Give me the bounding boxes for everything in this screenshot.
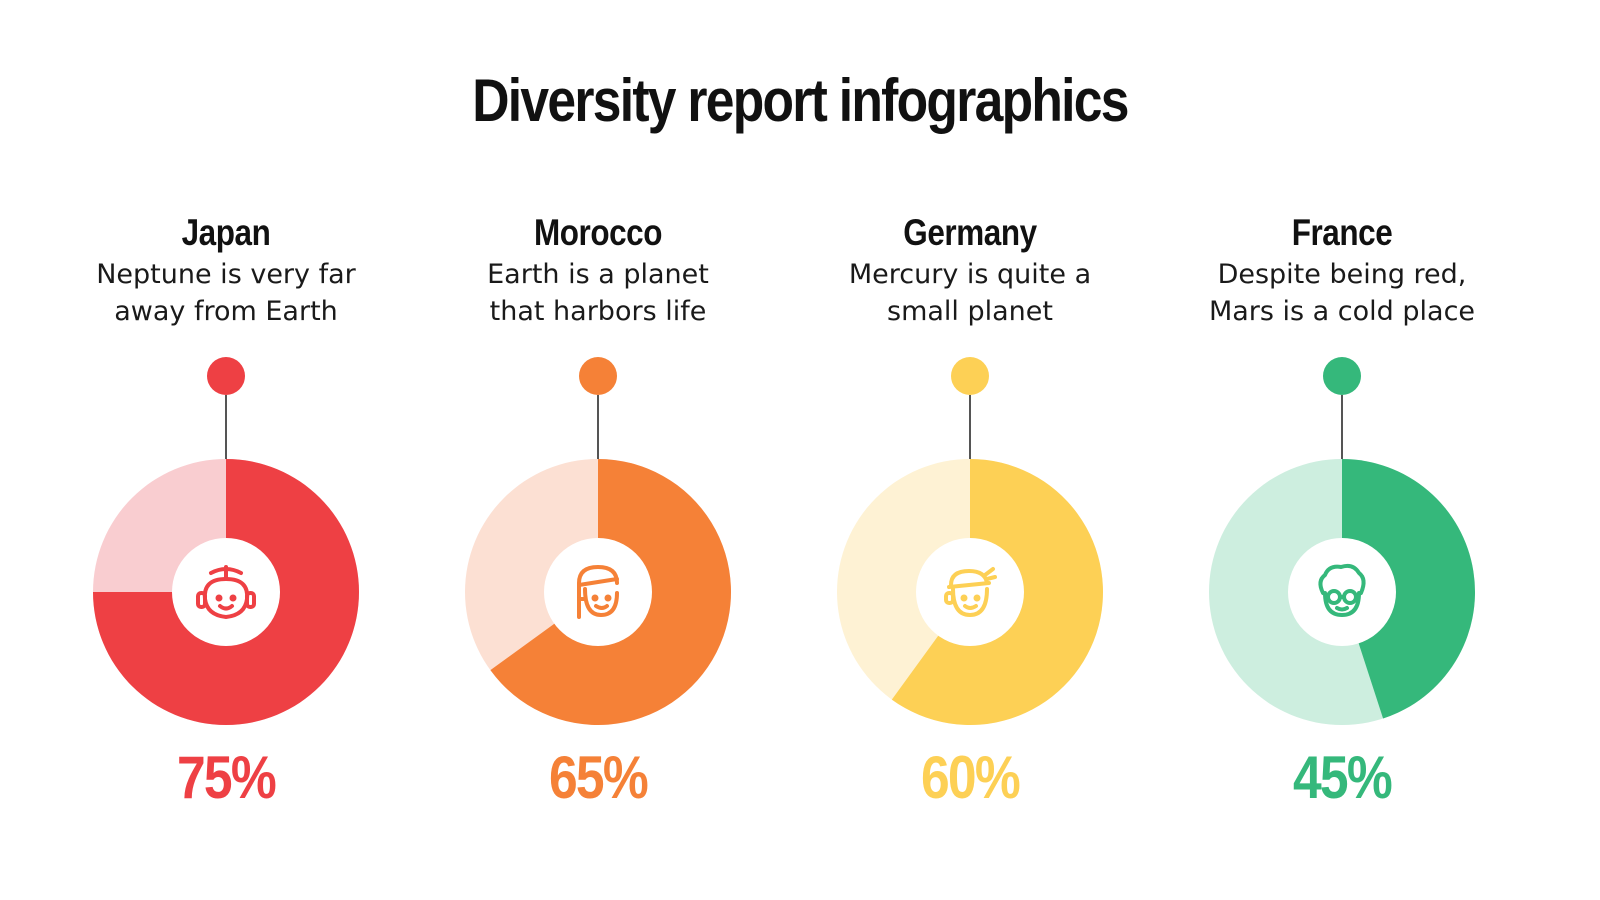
page-title: Diversity report infographics bbox=[472, 67, 1129, 134]
description-line-2: Mars is a cold place bbox=[1208, 296, 1476, 327]
connector-line bbox=[969, 395, 971, 461]
percent-label: 60% bbox=[920, 744, 1021, 811]
country-description: Neptune is very far away from Earth bbox=[36, 256, 416, 330]
icon-badge bbox=[916, 538, 1024, 646]
percent-label: 65% bbox=[548, 744, 649, 811]
description-line-1: Earth is a planet bbox=[487, 259, 709, 290]
percent-label: 45% bbox=[1292, 744, 1393, 811]
country-name: Germany bbox=[903, 212, 1037, 253]
country-name: Japan bbox=[181, 212, 271, 253]
marker-dot bbox=[207, 357, 245, 395]
description-line-2: away from Earth bbox=[114, 296, 338, 327]
country-description: Despite being red, Mars is a cold place bbox=[1152, 256, 1532, 330]
bandana-person-icon bbox=[944, 567, 997, 617]
country-description: Mercury is quite a small planet bbox=[780, 256, 1160, 330]
connector-line bbox=[1341, 395, 1343, 461]
donut-value-slice bbox=[1342, 459, 1475, 719]
marker-dot bbox=[951, 357, 989, 395]
connector-line bbox=[597, 395, 599, 461]
country-description: Earth is a planet that harbors life bbox=[408, 256, 788, 330]
description-line-1: Mercury is quite a bbox=[848, 259, 1092, 290]
connector-line bbox=[225, 395, 227, 461]
glasses-person-icon bbox=[1318, 563, 1366, 617]
description-line-1: Neptune is very far bbox=[96, 259, 356, 290]
icon-badge bbox=[544, 538, 652, 646]
icon-badge bbox=[1288, 538, 1396, 646]
country-card-japan: Japan Neptune is very far away from Eart… bbox=[36, 210, 416, 850]
headscarf-person-icon bbox=[577, 565, 619, 619]
marker-dot bbox=[579, 357, 617, 395]
country-card-morocco: Morocco Earth is a planet that harbors l… bbox=[408, 210, 788, 850]
country-name: France bbox=[1291, 212, 1393, 253]
percent-label: 75% bbox=[176, 744, 277, 811]
marker-dot bbox=[1323, 357, 1361, 395]
description-line-1: Despite being red, bbox=[1217, 259, 1467, 290]
country-name: Morocco bbox=[533, 212, 663, 253]
geisha-icon bbox=[196, 565, 256, 619]
description-line-2: small planet bbox=[887, 296, 1053, 327]
icon-badge bbox=[172, 538, 280, 646]
description-line-2: that harbors life bbox=[489, 296, 707, 327]
country-card-france: France Despite being red, Mars is a cold… bbox=[1152, 210, 1532, 850]
country-card-germany: Germany Mercury is quite a small planet … bbox=[780, 210, 1160, 850]
